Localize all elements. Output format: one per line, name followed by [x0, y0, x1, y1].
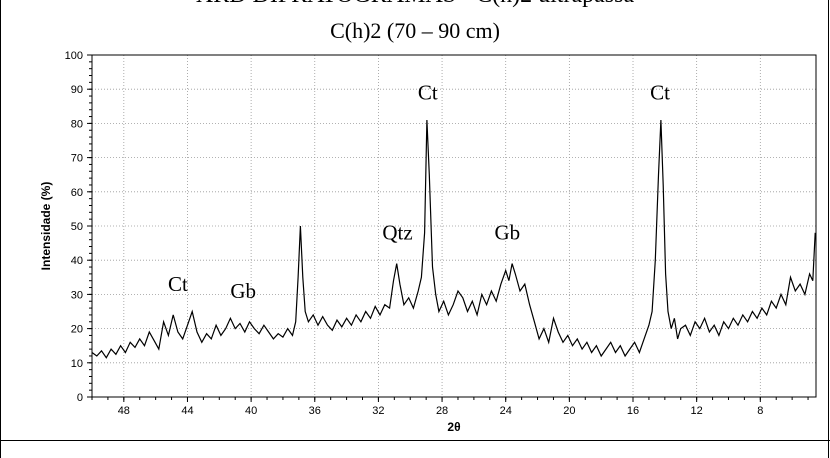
x-tick-label: 40 — [245, 405, 257, 417]
y-tick-label: 90 — [71, 84, 83, 96]
y-tick-label: 80 — [71, 118, 83, 130]
y-tick-label: 100 — [65, 50, 83, 62]
y-tick-label: 40 — [71, 255, 83, 267]
y-tick-label: 60 — [71, 187, 83, 199]
x-tick-label: 12 — [691, 405, 703, 417]
peak-label: Gb — [230, 279, 256, 303]
peak-label: Qtz — [382, 221, 412, 245]
peak-label: Ct — [168, 272, 188, 296]
x-tick-label: 28 — [436, 405, 448, 417]
peak-annotations: Ct Gb Qtz Ct Gb Ct — [168, 80, 670, 302]
y-tick-label: 10 — [71, 358, 83, 370]
table-rule — [0, 440, 830, 441]
axis-ticks — [87, 54, 809, 402]
peak-label: Ct — [418, 80, 438, 104]
peak-label: Gb — [494, 221, 520, 245]
peak-label: Ct — [650, 80, 670, 104]
y-tick-label: 20 — [71, 324, 83, 336]
y-tick-label: 70 — [71, 153, 83, 165]
y-tick-label: 50 — [71, 221, 83, 233]
y-axis-title: Intensidade (%) — [39, 182, 53, 271]
x-tick-label: 16 — [627, 405, 639, 417]
chart-title: C(h)2 (70 – 90 cm) — [330, 18, 500, 43]
grid-lines — [92, 55, 816, 397]
y-tick-label: 30 — [71, 289, 83, 301]
x-tick-label: 20 — [563, 405, 575, 417]
diffractogram-line — [91, 119, 816, 359]
x-tick-label: 48 — [118, 405, 130, 417]
cutoff-heading: XRD DIFRATOGRAMAS - C(h)2 ultrapassa — [0, 0, 830, 9]
y-tick-label: 0 — [77, 392, 83, 404]
x-axis-title: 2θ — [447, 420, 460, 434]
x-tick-label: 24 — [500, 405, 512, 417]
x-tick-label: 44 — [181, 405, 193, 417]
tick-labels: 48 44 40 36 32 28 24 20 16 12 80102030405060708090… — [65, 50, 764, 417]
x-tick-label: 8 — [757, 405, 763, 417]
x-tick-label: 36 — [309, 405, 321, 417]
x-tick-label: 32 — [372, 405, 384, 417]
